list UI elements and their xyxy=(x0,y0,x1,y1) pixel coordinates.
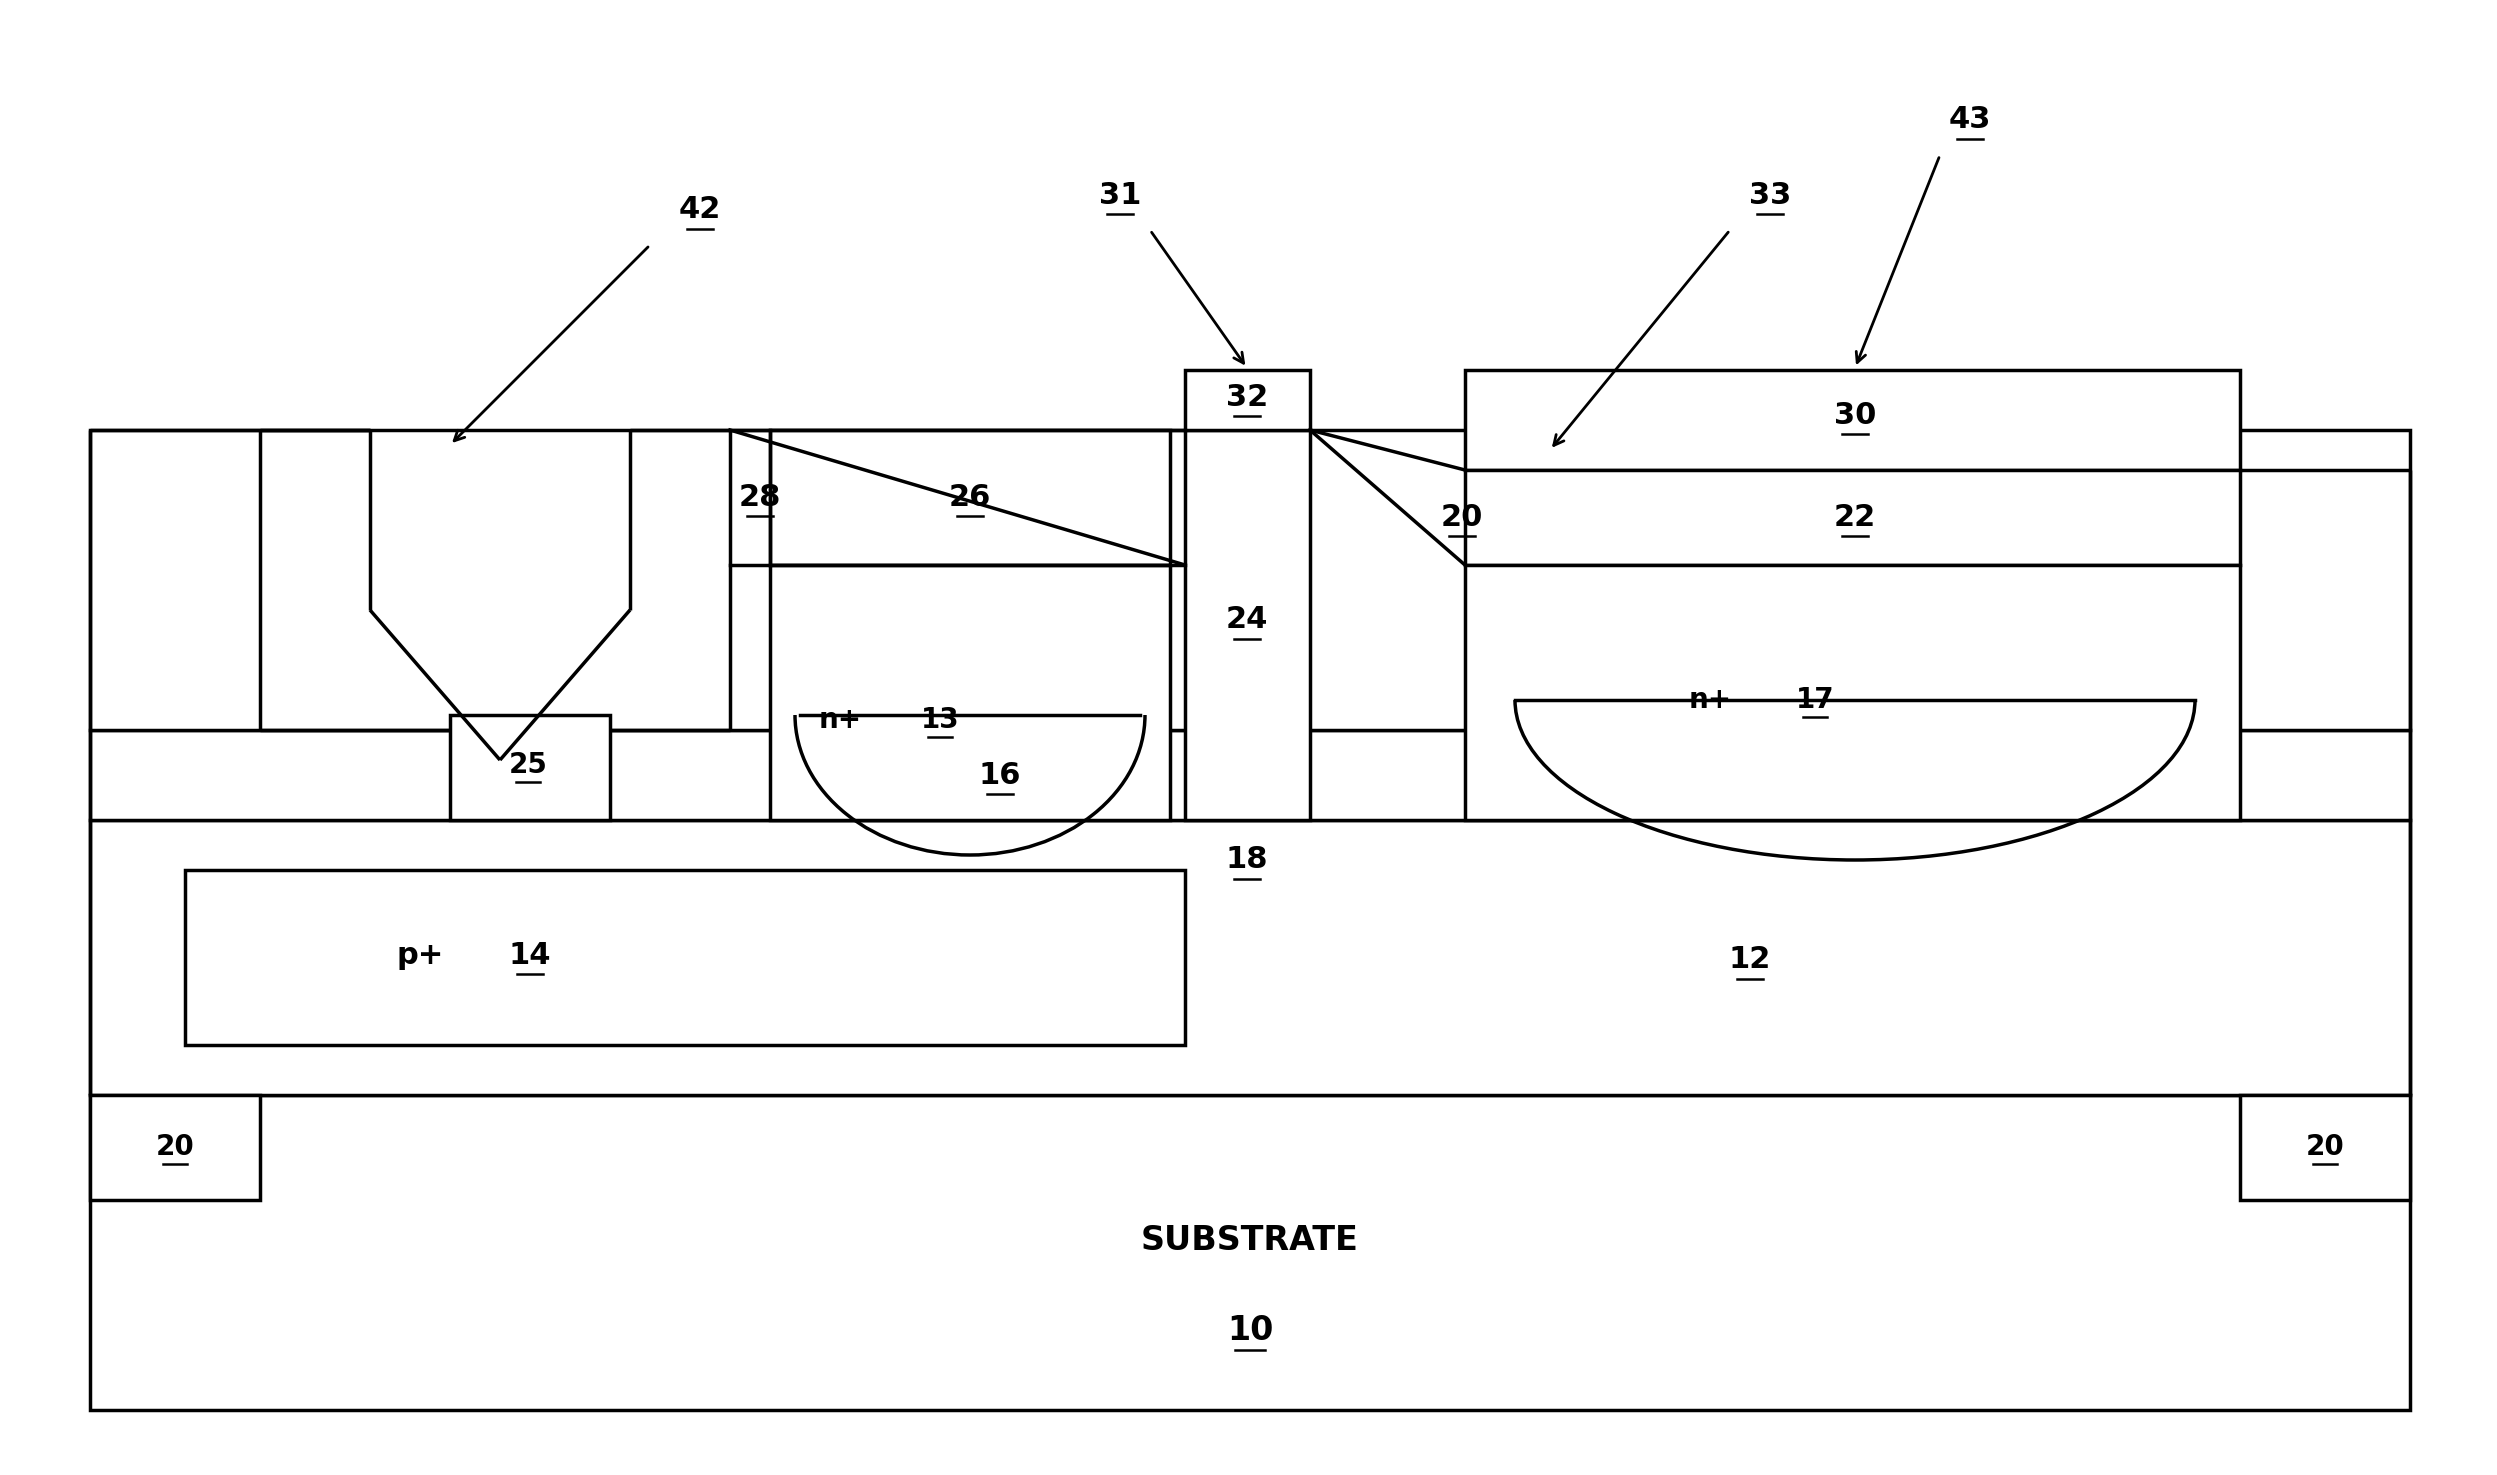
Text: 33: 33 xyxy=(1748,180,1790,209)
Bar xyxy=(90,1094,260,1201)
Text: n+: n+ xyxy=(819,707,861,735)
Bar xyxy=(769,431,1171,565)
Text: 14: 14 xyxy=(509,941,552,969)
Bar xyxy=(1186,370,1311,431)
Text: 18: 18 xyxy=(1226,845,1268,875)
Bar xyxy=(1186,431,1311,820)
Bar xyxy=(90,820,2410,1094)
Text: 17: 17 xyxy=(1795,686,1835,714)
Bar xyxy=(90,431,2410,730)
Bar xyxy=(1466,370,2240,471)
Text: 28: 28 xyxy=(739,482,782,512)
Text: 20: 20 xyxy=(1441,503,1483,531)
Text: 31: 31 xyxy=(1099,180,1141,209)
Text: n+: n+ xyxy=(1688,686,1730,714)
Text: 10: 10 xyxy=(1226,1314,1273,1347)
Text: 42: 42 xyxy=(679,196,722,224)
Bar xyxy=(90,1094,2410,1410)
Bar xyxy=(449,715,609,820)
Bar xyxy=(1466,471,2240,565)
Text: 25: 25 xyxy=(509,751,547,779)
Text: 43: 43 xyxy=(1948,106,1990,134)
Text: 20: 20 xyxy=(2305,1133,2345,1161)
Text: 30: 30 xyxy=(1833,401,1875,429)
Text: p+: p+ xyxy=(397,941,444,969)
Bar xyxy=(769,565,1171,820)
Text: 20: 20 xyxy=(155,1133,195,1161)
Bar xyxy=(185,870,1186,1044)
Bar xyxy=(90,730,2410,820)
Text: 13: 13 xyxy=(921,707,959,735)
Text: 24: 24 xyxy=(1226,606,1268,634)
Text: 32: 32 xyxy=(1226,382,1268,412)
Text: 16: 16 xyxy=(979,761,1021,789)
Text: 12: 12 xyxy=(1728,945,1770,975)
Text: 26: 26 xyxy=(949,482,991,512)
Bar xyxy=(2240,1094,2410,1201)
Bar xyxy=(1466,565,2240,820)
Text: 22: 22 xyxy=(1833,503,1875,531)
Text: SUBSTRATE: SUBSTRATE xyxy=(1141,1223,1358,1257)
